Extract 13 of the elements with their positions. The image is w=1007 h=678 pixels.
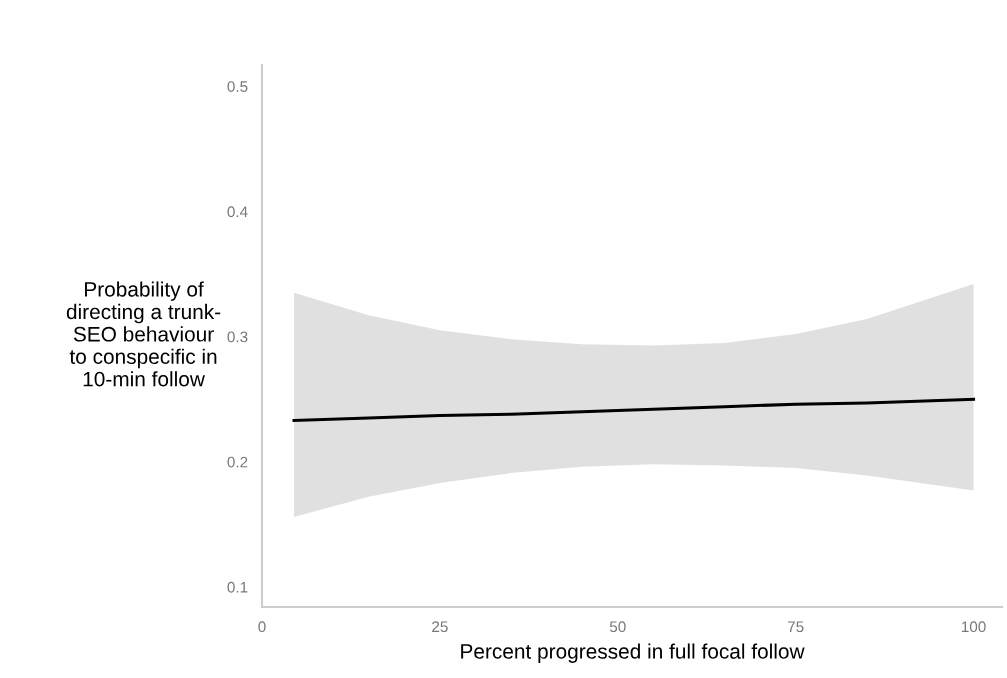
x-tick-label: 0 — [258, 621, 266, 633]
y-tick-label: 0.1 — [227, 581, 248, 593]
x-tick-label: 100 — [961, 621, 986, 633]
x-tick-label: 75 — [787, 621, 804, 633]
y-tick-label: 0.5 — [227, 81, 248, 92]
x-tick-label: 50 — [609, 621, 626, 633]
x-tick-label: 25 — [432, 621, 448, 633]
x-axis-title: Percent progressed in full focal follow — [461, 643, 805, 663]
y-tick-label: 0.4 — [227, 206, 248, 218]
y-tick-label: 0.3 — [227, 331, 248, 343]
y-tick-label: 0.2 — [227, 456, 248, 468]
y-axis-title: Probability of directing a trunk- SEO behaviour to conspecific in 10-min follow — [66, 281, 221, 387]
line-series — [292, 397, 976, 423]
